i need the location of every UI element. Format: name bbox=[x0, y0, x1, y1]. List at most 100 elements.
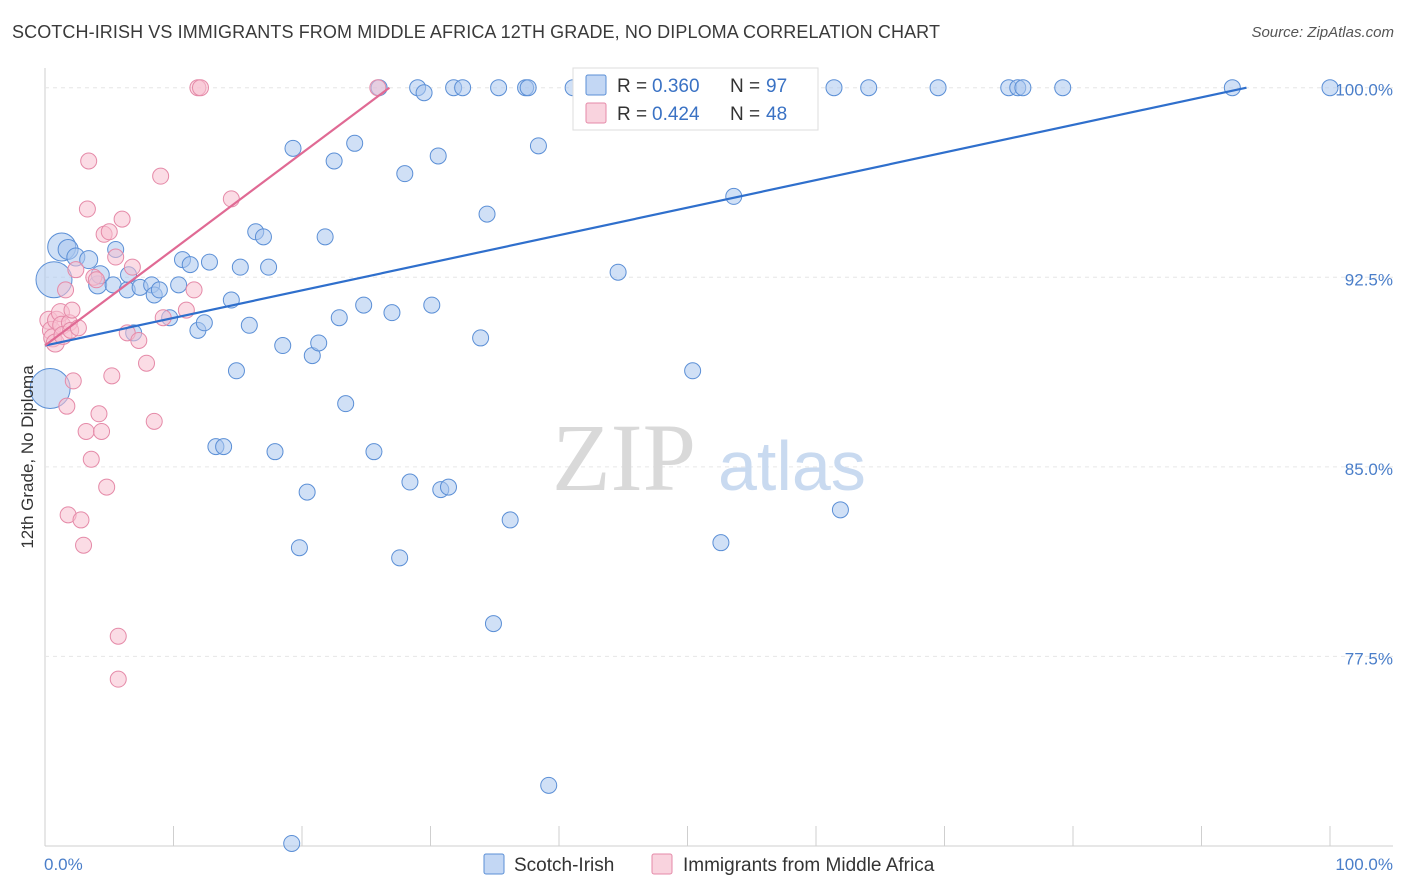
middle-africa-point bbox=[98, 478, 116, 496]
scotch-irish-point bbox=[396, 165, 414, 183]
scotch-irish-point bbox=[310, 334, 328, 352]
scotch-irish-point bbox=[429, 147, 447, 165]
scotch-irish-point bbox=[860, 79, 878, 97]
scotch-irish-point bbox=[529, 137, 547, 155]
scotch-irish-point bbox=[365, 443, 383, 461]
scotch-irish-point bbox=[929, 79, 947, 97]
legend-swatch-blue bbox=[585, 74, 607, 96]
middle-africa-point bbox=[57, 281, 75, 299]
scotch-irish-point bbox=[254, 228, 272, 246]
scotch-irish-point bbox=[391, 549, 409, 567]
scotch-irish-point bbox=[337, 395, 355, 413]
y-tick-labels: 100.0% 92.5% 85.0% 77.5% bbox=[1335, 81, 1393, 669]
middle-africa-point bbox=[64, 372, 82, 390]
chart-title: SCOTCH-IRISH VS IMMIGRANTS FROM MIDDLE A… bbox=[12, 22, 941, 42]
series-legend-label-scotch-irish: Scotch-Irish bbox=[514, 855, 614, 876]
scotch-irish-point bbox=[825, 79, 843, 97]
scotch-irish-point bbox=[831, 501, 849, 519]
x-tick-label-min: 0.0% bbox=[44, 855, 83, 874]
scotch-irish-point bbox=[423, 296, 441, 314]
legend-r-label-2: R = bbox=[617, 104, 647, 125]
scotch-irish-point bbox=[181, 256, 199, 274]
scotch-irish-point bbox=[346, 134, 364, 152]
scotch-irish-point bbox=[609, 263, 627, 281]
series-legend: Scotch-Irish Immigrants from Middle Afri… bbox=[483, 853, 935, 876]
scotch-irish-point bbox=[227, 362, 245, 380]
scotch-irish-point bbox=[478, 205, 496, 223]
middle-africa-point bbox=[82, 450, 100, 468]
scotch-irish-point bbox=[1054, 79, 1072, 97]
scotch-irish-point bbox=[712, 534, 730, 552]
middle-africa-point bbox=[113, 210, 131, 228]
watermark-zip: ZIP bbox=[552, 404, 696, 511]
series-legend-label-middle-africa: Immigrants from Middle Africa bbox=[683, 855, 935, 876]
y-tick-label: 100.0% bbox=[1335, 81, 1393, 100]
legend-swatch-pink bbox=[585, 102, 607, 124]
watermark-atlas: atlas bbox=[718, 427, 866, 505]
y-tick-label: 77.5% bbox=[1345, 649, 1393, 668]
scotch-irish-point bbox=[1014, 79, 1032, 97]
middle-africa-point bbox=[145, 412, 163, 430]
legend-r-value-1: 0.360 bbox=[652, 76, 700, 97]
chart-source: Source: ZipAtlas.com bbox=[1251, 24, 1394, 41]
scotch-irish-point bbox=[490, 79, 508, 97]
middle-africa-point bbox=[72, 511, 90, 529]
middle-africa-point bbox=[63, 301, 81, 319]
middle-africa-point bbox=[78, 200, 96, 218]
series-legend-swatch-scotch-irish bbox=[483, 853, 505, 875]
scotch-irish-point bbox=[330, 309, 348, 327]
scotch-irish-point bbox=[170, 276, 188, 294]
x-tick-marks bbox=[44, 826, 1331, 846]
scotch-irish-point bbox=[284, 139, 302, 157]
scotch-irish-point bbox=[231, 258, 249, 276]
middle-africa-point bbox=[138, 354, 156, 372]
legend-n-label-1: N = bbox=[730, 76, 760, 97]
scotch-irish-point bbox=[290, 539, 308, 557]
scotch-irish-point bbox=[195, 314, 213, 332]
middle-africa-point bbox=[87, 271, 105, 289]
middle-africa-point bbox=[80, 152, 98, 170]
scotch-irish-point bbox=[472, 329, 490, 347]
trend-lines bbox=[44, 86, 1247, 347]
middle-africa-point bbox=[90, 405, 108, 423]
scotch-irish-point bbox=[215, 438, 233, 456]
middle-africa-point bbox=[69, 319, 87, 337]
middle-africa-point bbox=[100, 223, 118, 241]
scotch-irish-point bbox=[298, 483, 316, 501]
x-tick-label-max: 100.0% bbox=[1335, 855, 1393, 874]
middle-africa-trend-line bbox=[44, 86, 391, 347]
middle-africa-point bbox=[67, 261, 85, 279]
middle-africa-point bbox=[109, 627, 127, 645]
middle-africa-point bbox=[152, 167, 170, 185]
y-tick-label: 92.5% bbox=[1345, 270, 1393, 289]
legend-n-label-2: N = bbox=[730, 104, 760, 125]
scotch-irish-point bbox=[484, 615, 502, 633]
legend-n-value-1: 97 bbox=[766, 76, 787, 97]
scotch-irish-point bbox=[439, 478, 457, 496]
scotch-irish-trend-line bbox=[44, 86, 1247, 347]
scotch-irish-point bbox=[260, 258, 278, 276]
middle-africa-point bbox=[185, 281, 203, 299]
scotch-irish-point bbox=[401, 473, 419, 491]
scotch-irish-point bbox=[684, 362, 702, 380]
scotch-irish-point bbox=[266, 443, 284, 461]
stats-legend-box bbox=[572, 67, 819, 131]
scotch-irish-point bbox=[540, 776, 558, 794]
middle-africa-point bbox=[77, 422, 95, 440]
stats-legend: R = 0.360 N = 97 R = 0.424 N = 48 bbox=[572, 67, 819, 131]
middle-africa-point bbox=[103, 367, 121, 385]
scotch-irish-point bbox=[355, 296, 373, 314]
legend-r-value-2: 0.424 bbox=[652, 104, 700, 125]
scotch-irish-point bbox=[519, 79, 537, 97]
middle-africa-point bbox=[222, 190, 240, 208]
series-legend-swatch-middle-africa bbox=[651, 853, 673, 875]
middle-africa-point bbox=[93, 422, 111, 440]
legend-r-label-1: R = bbox=[617, 76, 647, 97]
y-tick-label: 85.0% bbox=[1345, 460, 1393, 479]
middle-africa-point bbox=[107, 248, 125, 266]
scotch-irish-point bbox=[501, 511, 519, 529]
scotch-irish-point bbox=[1223, 79, 1241, 97]
data-points bbox=[29, 79, 1339, 852]
scotch-irish-point bbox=[79, 250, 99, 270]
